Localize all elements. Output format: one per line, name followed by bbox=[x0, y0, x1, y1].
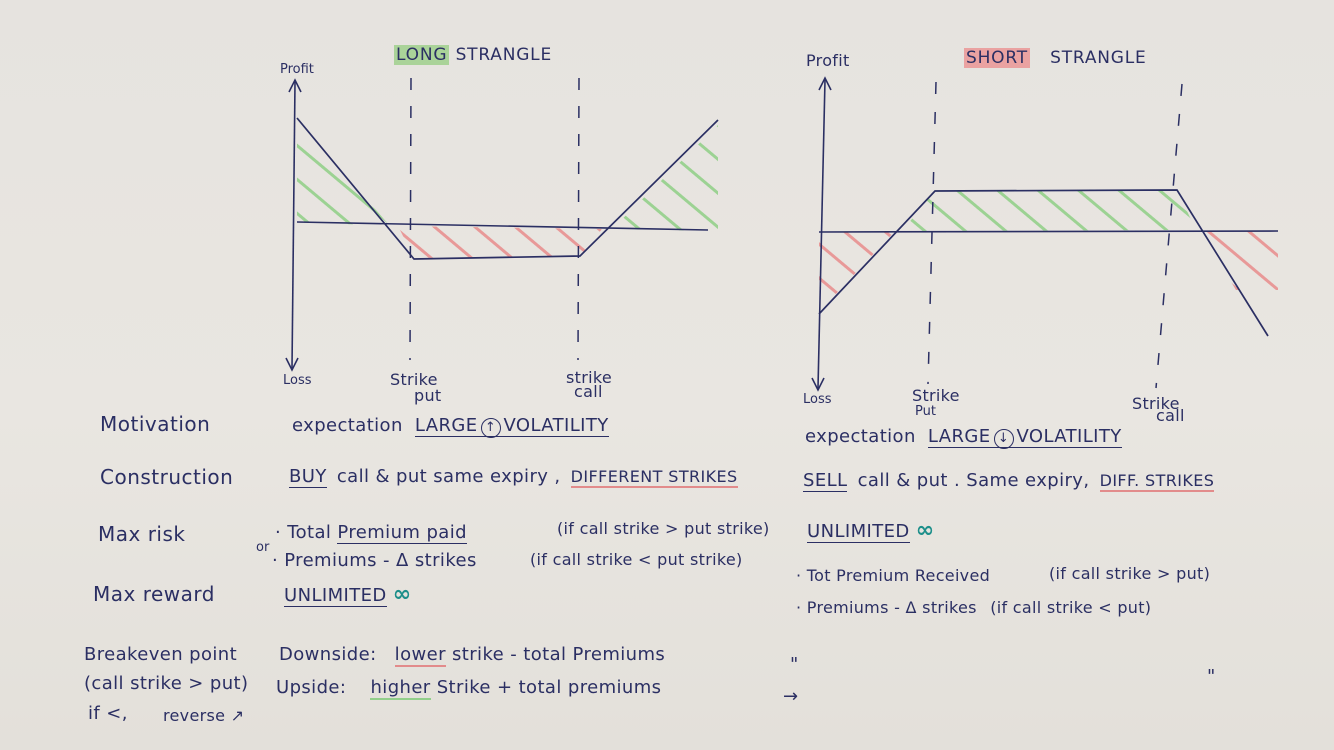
long-motivation-pre: expectation bbox=[292, 415, 403, 436]
short-ditto-2: " bbox=[1207, 666, 1216, 687]
long-risk-1: · Total Premium paid bbox=[275, 522, 467, 544]
long-title-rest: STRANGLE bbox=[455, 45, 552, 65]
short-risk: UNLIMITED ∞ bbox=[807, 518, 935, 543]
short-loss-left-hatch bbox=[819, 231, 895, 312]
short-reward-2-text: · Premiums - Δ strikes bbox=[796, 598, 977, 617]
up-arrow-circle-icon: ↑ bbox=[480, 418, 501, 438]
long-risk-2-cond: (if call strike < put strike) bbox=[530, 550, 743, 569]
long-risk-or: or bbox=[256, 540, 270, 555]
long-chart-title: LONG STRANGLE bbox=[394, 45, 552, 65]
short-reward-1-cond: (if call strike > put) bbox=[1049, 564, 1211, 583]
long-upside-label: Upside: bbox=[276, 677, 347, 698]
short-payoff-line bbox=[818, 189, 1269, 337]
short-strangle-chart bbox=[811, 76, 1279, 392]
long-reward-text: UNLIMITED bbox=[284, 585, 387, 607]
long-risk-1-emph: Premium paid bbox=[337, 522, 467, 544]
row-label-breakeven-4: reverse ↗ bbox=[163, 706, 245, 725]
short-title-highlight: SHORT bbox=[964, 48, 1030, 68]
row-label-breakeven-2: (call strike > put) bbox=[84, 673, 249, 694]
long-upside: Upside: higher Strike + total premiums bbox=[276, 677, 662, 700]
row-label-construction: Construction bbox=[100, 465, 234, 489]
long-upside-hl: higher bbox=[370, 677, 431, 700]
long-construction: BUY call & put same expiry , DIFFERENT S… bbox=[289, 466, 738, 488]
short-strike-put-label-2: Put bbox=[915, 404, 936, 419]
short-strike-put-line bbox=[927, 81, 937, 385]
long-title-highlight: LONG bbox=[394, 45, 450, 65]
row-label-motivation: Motivation bbox=[100, 412, 211, 436]
row-label-breakeven-1: Breakeven point bbox=[84, 644, 238, 665]
long-risk-1-cond: (if call strike > put strike) bbox=[557, 519, 770, 538]
long-risk-1-pre: · Total bbox=[275, 522, 332, 543]
short-reward-2-cond: (if call strike < put) bbox=[990, 598, 1152, 617]
short-reward-1: · Tot Premium Received bbox=[796, 566, 991, 585]
short-motivation-emph: LARGE ↓ VOLATILITY bbox=[927, 426, 1122, 449]
short-y-axis bbox=[817, 79, 826, 389]
long-strike-call-label-1: strike bbox=[566, 368, 612, 387]
infinity-icon: ∞ bbox=[915, 518, 935, 543]
short-construction-strikes: DIFF. STRIKES bbox=[1099, 471, 1215, 492]
long-loss-hatch bbox=[398, 226, 602, 258]
short-y-bottom-label: Loss bbox=[803, 392, 832, 407]
short-x-axis bbox=[818, 230, 1279, 233]
row-label-max-risk: Max risk bbox=[98, 522, 186, 546]
short-strike-call-label-1: Strike bbox=[1132, 394, 1180, 413]
long-strike-put-line bbox=[409, 77, 412, 361]
long-strangle-chart bbox=[285, 77, 719, 372]
row-label-max-reward: Max reward bbox=[93, 582, 215, 606]
long-construction-buy: BUY bbox=[289, 466, 327, 488]
short-profit-hatch bbox=[902, 190, 1196, 231]
long-strike-put-label-2: put bbox=[414, 386, 442, 405]
long-motivation: expectation LARGE ↑ VOLATILITY bbox=[292, 415, 609, 438]
short-title-rest: STRANGLE bbox=[1050, 48, 1147, 68]
short-strike-call-label-2: call bbox=[1156, 406, 1185, 425]
long-y-top-label: Profit bbox=[280, 62, 314, 77]
long-downside-label: Downside: bbox=[279, 644, 377, 665]
short-construction-sell: SELL bbox=[803, 470, 848, 492]
long-downside-rest: strike - total Premiums bbox=[452, 644, 666, 665]
long-upside-rest: Strike + total premiums bbox=[436, 677, 662, 698]
long-motivation-emph: LARGE ↑ VOLATILITY bbox=[414, 415, 609, 438]
row-label-breakeven-3: if <, bbox=[88, 703, 128, 724]
short-ditto-1: " bbox=[790, 654, 799, 675]
long-construction-strikes: DIFFERENT STRIKES bbox=[570, 467, 738, 488]
infinity-icon: ∞ bbox=[392, 582, 412, 607]
long-construction-mid: call & put same expiry , bbox=[336, 466, 561, 487]
long-strike-call-label-2: call bbox=[574, 382, 603, 401]
long-payoff-line bbox=[296, 117, 719, 260]
short-motivation-main: LARGE bbox=[927, 426, 991, 447]
long-y-arrow-top bbox=[288, 78, 302, 93]
short-motivation-pre: expectation bbox=[805, 426, 916, 447]
short-strike-put-label-1: Strike bbox=[912, 386, 960, 405]
short-strike-call-line bbox=[1155, 83, 1183, 389]
long-risk-2: · Premiums - Δ strikes bbox=[272, 550, 477, 571]
short-y-arrow-bottom bbox=[811, 377, 825, 392]
long-strike-call-line bbox=[577, 77, 580, 361]
short-y-arrow-top bbox=[818, 76, 832, 91]
down-arrow-circle-icon: ↓ bbox=[993, 429, 1014, 449]
short-motivation: expectation LARGE ↓ VOLATILITY bbox=[805, 426, 1122, 449]
long-reward: UNLIMITED ∞ bbox=[284, 582, 412, 607]
short-motivation-post: VOLATILITY bbox=[1016, 426, 1122, 447]
long-y-arrow-bottom bbox=[285, 357, 299, 372]
long-profit-right-hatch bbox=[612, 125, 718, 231]
short-loss-right-hatch bbox=[1200, 231, 1278, 290]
long-motivation-post: VOLATILITY bbox=[503, 415, 609, 436]
breakeven-reverse-text: reverse bbox=[163, 706, 226, 725]
short-risk-text: UNLIMITED bbox=[807, 521, 910, 543]
long-motivation-main: LARGE bbox=[414, 415, 478, 436]
long-downside: Downside: lower strike - total Premiums bbox=[279, 644, 666, 667]
long-y-axis bbox=[291, 81, 296, 369]
long-x-axis bbox=[296, 221, 709, 231]
short-reward-2: · Premiums - Δ strikes (if call strike <… bbox=[796, 598, 1151, 617]
short-arrow-icon: → bbox=[783, 686, 799, 707]
long-strike-put-label-1: Strike bbox=[390, 370, 438, 389]
long-y-bottom-label: Loss bbox=[283, 373, 312, 388]
short-chart-title: SHORT STRANGLE bbox=[964, 48, 1147, 68]
long-downside-hl: lower bbox=[394, 644, 446, 667]
short-construction: SELL call & put . Same expiry, DIFF. STR… bbox=[803, 470, 1215, 492]
short-y-top-label: Profit bbox=[806, 51, 850, 70]
short-construction-mid: call & put . Same expiry, bbox=[857, 470, 1090, 491]
